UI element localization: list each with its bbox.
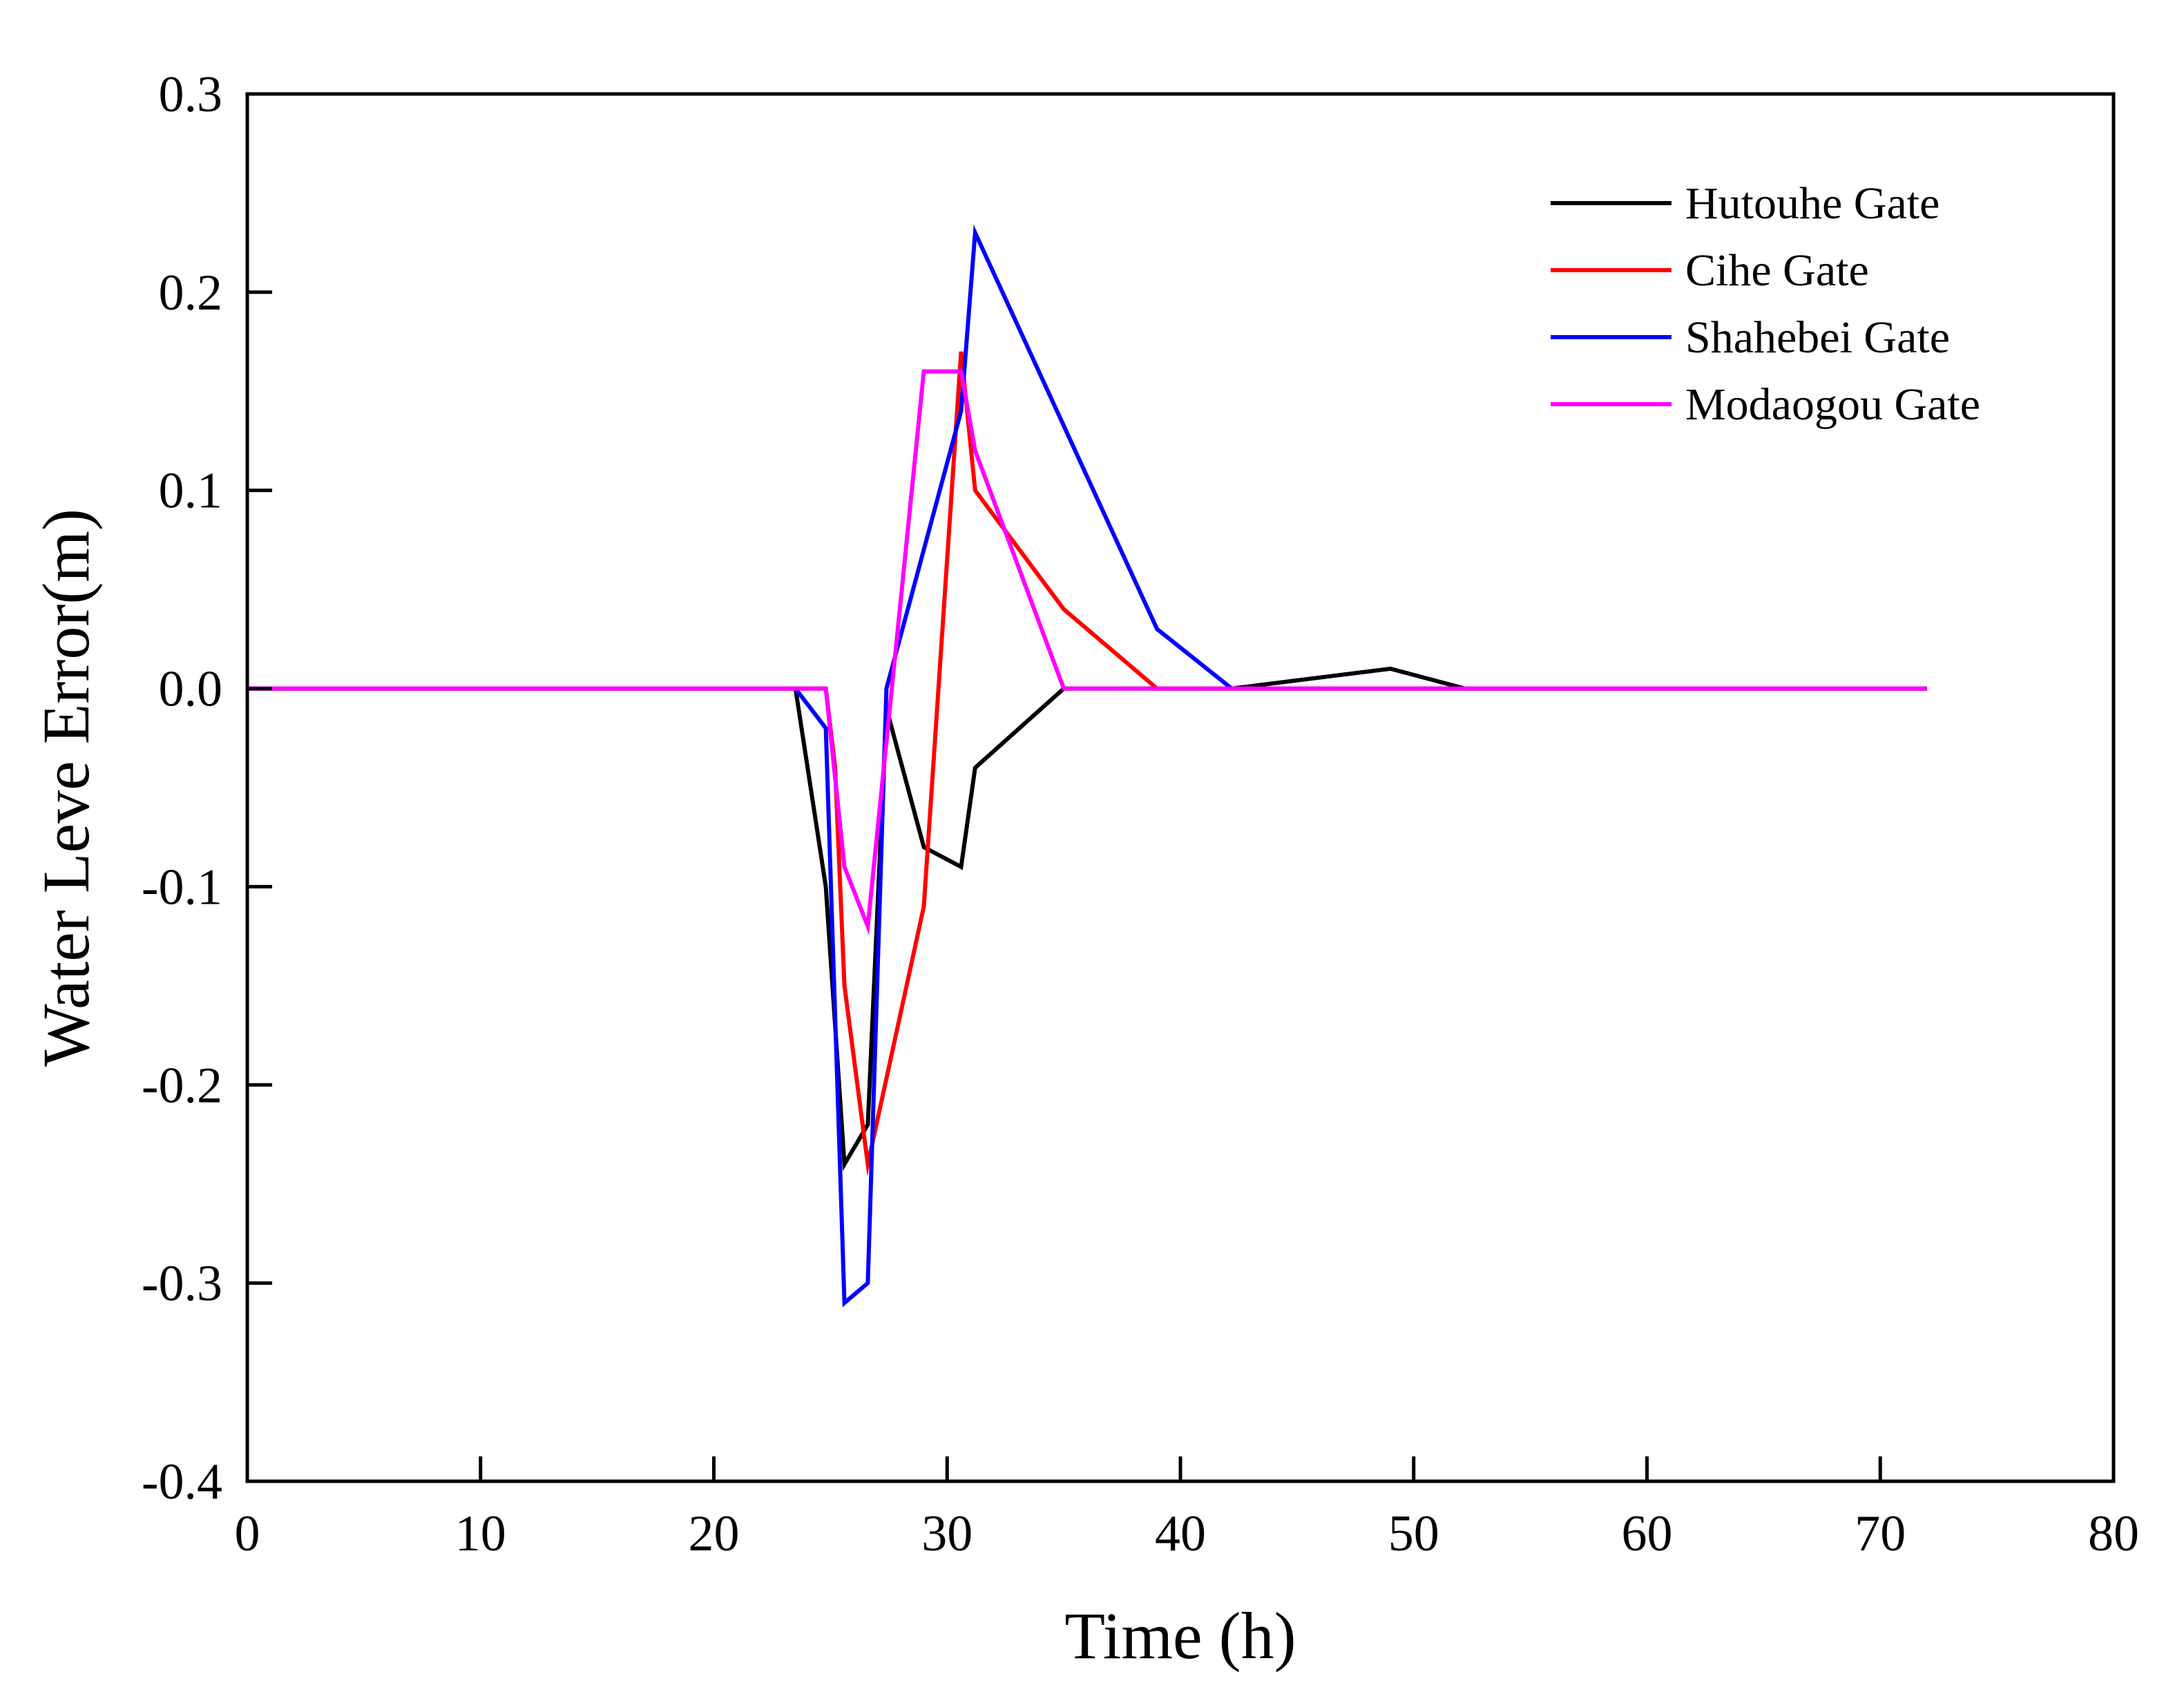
- y-axis-title: Water Leve Error(m): [29, 508, 103, 1067]
- x-tick-label: 80: [2088, 1505, 2139, 1562]
- legend-label-hutouhe-gate: Hutouhe Gate: [1685, 178, 1939, 229]
- series-line-hutouhe-gate: [247, 666, 1927, 1171]
- series-line-modaogou-gate: [247, 369, 1927, 935]
- y-tick-label: 0.1: [159, 463, 223, 520]
- series-layer: [247, 225, 1927, 1308]
- legend-label-modaogou-gate: Modaogou Gate: [1685, 379, 1980, 430]
- tick-layer: 0 10 20 30 40 50 60 70 80 0.3 0.2 0.1 0.0 -0.1 -0.2 -0.…: [142, 66, 2139, 1562]
- series-line-shahebei-gate: [247, 225, 1927, 1308]
- y-tick-label: 0.0: [159, 661, 223, 718]
- x-axis-title: Time (h): [1064, 1599, 1296, 1673]
- legend: Hutouhe Gate Cihe Gate Shahebei Gate Modaog…: [1551, 178, 1980, 430]
- x-tick-label: 0: [235, 1505, 260, 1562]
- x-tick-label: 20: [689, 1505, 740, 1562]
- x-tick-label: 30: [921, 1505, 973, 1562]
- y-tick-label: -0.4: [142, 1454, 222, 1510]
- x-tick-label: 70: [1855, 1505, 1906, 1562]
- legend-label-shahebei-gate: Shahebei Gate: [1685, 312, 1950, 363]
- y-tick-label: -0.2: [142, 1057, 222, 1114]
- y-tick-label: 0.2: [159, 265, 223, 321]
- legend-label-cihe-gate: Cihe Gate: [1685, 245, 1869, 296]
- x-tick-label: 10: [455, 1505, 506, 1562]
- y-tick-label: 0.3: [159, 66, 223, 123]
- x-tick-label: 60: [1622, 1505, 1673, 1562]
- x-tick-label: 40: [1155, 1505, 1206, 1562]
- y-tick-label: -0.1: [142, 859, 222, 915]
- y-tick-label: -0.3: [142, 1255, 222, 1312]
- x-tick-label: 50: [1388, 1505, 1439, 1562]
